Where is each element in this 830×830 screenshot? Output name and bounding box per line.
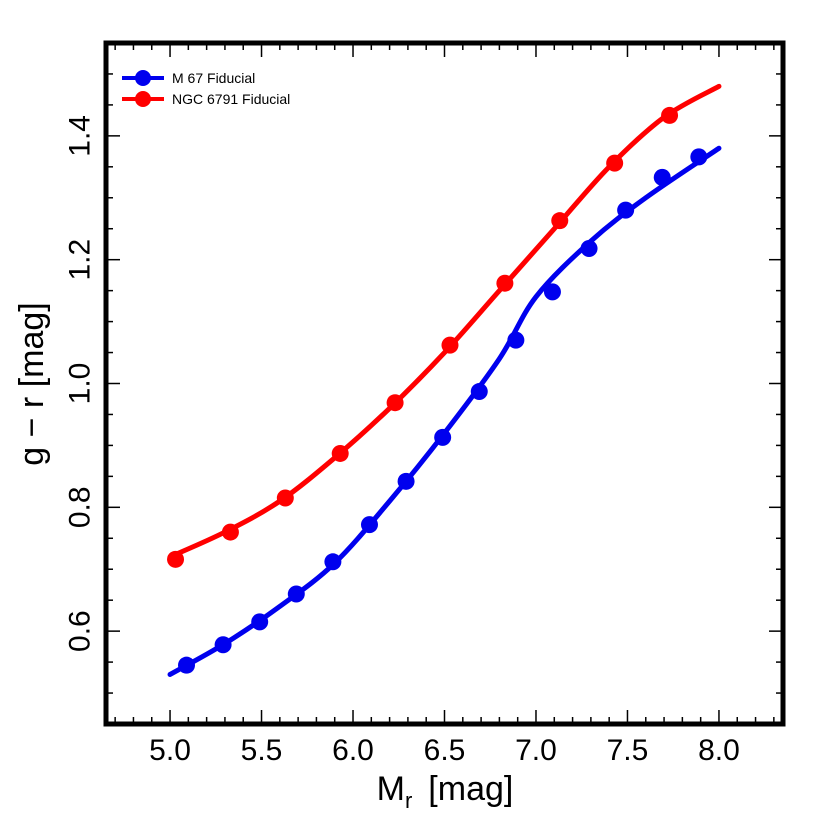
y-tick-label: 1.0	[64, 363, 97, 405]
legend: M 67 Fiducial NGC 6791 Fiducial	[122, 70, 290, 107]
y-axis-ticks: 0.6 0.8 1.0 1.2 1.4	[64, 42, 783, 725]
data-point-m67	[470, 383, 488, 401]
plot-frame	[103, 40, 786, 727]
data-point-ngc6791	[606, 154, 624, 172]
data-point-m67	[214, 636, 232, 654]
y-tick-label: 0.8	[64, 486, 97, 528]
data-point-m67	[397, 472, 415, 490]
data-point-ngc6791	[221, 523, 239, 541]
series-layer	[167, 83, 722, 677]
legend-label-m67: M 67 Fiducial	[172, 70, 255, 86]
data-point-ngc6791	[276, 489, 294, 507]
data-point-ngc6791	[661, 106, 679, 124]
x-tick-label: 8.0	[698, 734, 740, 767]
x-axis-title-main: M	[377, 770, 405, 808]
series-line-m67	[167, 145, 722, 677]
data-point-m67	[434, 428, 452, 446]
data-point-ngc6791	[167, 550, 185, 568]
data-point-m67	[580, 240, 598, 258]
data-point-m67	[653, 168, 671, 186]
data-point-m67	[251, 613, 269, 631]
data-point-ngc6791	[331, 444, 349, 462]
x-tick-label: 5.0	[149, 734, 191, 767]
data-point-m67	[690, 148, 708, 166]
data-point-m67	[178, 656, 196, 674]
data-point-ngc6791	[386, 394, 404, 412]
x-axis-title-unit: [mag]	[428, 770, 513, 808]
x-axis-title-subscript: r	[405, 788, 412, 813]
data-point-m67	[360, 516, 378, 534]
x-tick-label: 6.0	[332, 734, 374, 767]
data-point-m67	[287, 585, 305, 603]
x-tick-label: 7.5	[607, 734, 649, 767]
x-tick-label: 7.0	[515, 734, 557, 767]
x-axis-title: Mr [mag]	[377, 770, 514, 813]
data-point-m67	[324, 553, 342, 571]
legend-marker-ngc6791	[135, 91, 151, 107]
x-tick-label: 6.5	[424, 734, 466, 767]
data-point-ngc6791	[551, 212, 569, 230]
series-line-ngc6791	[167, 83, 722, 560]
y-axis-title: g − r [mag]	[13, 302, 51, 465]
x-tick-label: 5.5	[241, 734, 283, 767]
legend-marker-m67	[135, 70, 151, 86]
data-point-ngc6791	[496, 274, 514, 292]
y-tick-label: 1.2	[64, 239, 97, 281]
data-point-m67	[543, 283, 561, 301]
y-tick-label: 0.6	[64, 610, 97, 652]
data-point-ngc6791	[441, 336, 459, 354]
y-tick-label: 1.4	[64, 115, 97, 157]
x-axis-ticks: 5.0 5.5 6.0 6.5 7.0 7.5 8.0	[114, 43, 775, 767]
legend-label-ngc6791: NGC 6791 Fiducial	[172, 91, 290, 107]
data-point-m67	[617, 201, 635, 219]
data-point-m67	[507, 331, 525, 349]
